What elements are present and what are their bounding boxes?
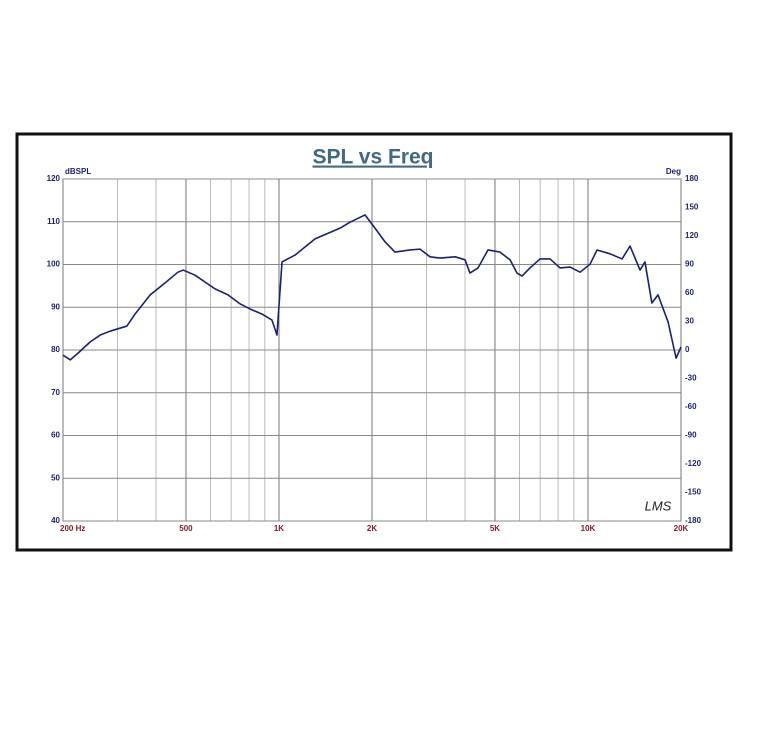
y-axis-label: dBSPL <box>65 167 91 176</box>
y-tick-label: 110 <box>47 217 60 226</box>
x-tick-label: 500 <box>179 524 193 533</box>
y2-axis-label: Deg <box>666 167 681 176</box>
y2-tick-label: -150 <box>685 488 702 497</box>
logo: LMS <box>645 498 672 513</box>
y2-tick-label: -60 <box>685 402 697 411</box>
x-tick-label: 5K <box>490 524 500 533</box>
y-tick-label: 90 <box>51 302 60 311</box>
y2-tick-label: -30 <box>685 374 697 383</box>
y2-tick-label: 60 <box>685 288 694 297</box>
spl-line <box>62 214 682 361</box>
x-tick-label: 200 Hz <box>60 524 85 533</box>
y2-tick-label: -180 <box>685 516 702 525</box>
y-tick-label: 70 <box>51 388 60 397</box>
x-tick-label: 10K <box>581 524 596 533</box>
y2-tick-label: -90 <box>685 431 697 440</box>
x-tick-label: 1K <box>274 524 284 533</box>
y2-tick-label: 0 <box>685 345 690 354</box>
y2-tick-label: 180 <box>685 174 699 183</box>
y-tick-label: 100 <box>47 260 61 269</box>
y2-tick-label: 90 <box>685 260 694 269</box>
y-tick-label: 40 <box>51 516 60 525</box>
y-tick-label: 120 <box>47 174 61 183</box>
y-tick-label: 80 <box>51 345 60 354</box>
y2-tick-label: 30 <box>685 317 694 326</box>
y-tick-label: 50 <box>51 473 60 482</box>
y2-tick-label: 150 <box>685 203 699 212</box>
y2-tick-label: -120 <box>685 459 702 468</box>
chart-title: SPL vs Freq <box>313 146 434 169</box>
x-tick-label: 20K <box>674 524 689 533</box>
x-tick-label: 2K <box>367 524 377 533</box>
y-tick-label: 60 <box>51 431 60 440</box>
y2-tick-label: 120 <box>685 231 699 240</box>
